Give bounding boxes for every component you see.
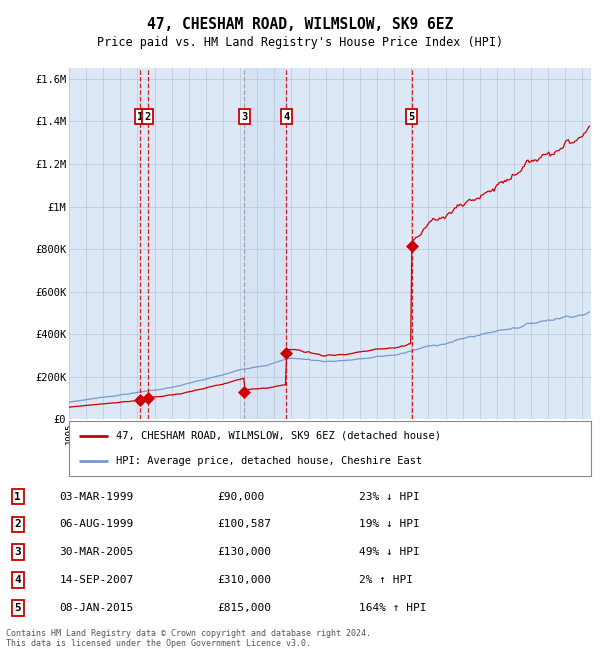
Text: 2% ↑ HPI: 2% ↑ HPI — [359, 575, 413, 585]
Text: 06-AUG-1999: 06-AUG-1999 — [59, 519, 134, 529]
Text: 47, CHESHAM ROAD, WILMSLOW, SK9 6EZ: 47, CHESHAM ROAD, WILMSLOW, SK9 6EZ — [147, 16, 453, 32]
Text: 1: 1 — [137, 112, 143, 122]
Text: 14-SEP-2007: 14-SEP-2007 — [59, 575, 134, 585]
Text: 3: 3 — [241, 112, 248, 122]
Text: 164% ↑ HPI: 164% ↑ HPI — [359, 603, 427, 613]
Text: 47, CHESHAM ROAD, WILMSLOW, SK9 6EZ (detached house): 47, CHESHAM ROAD, WILMSLOW, SK9 6EZ (det… — [116, 431, 441, 441]
Text: 1: 1 — [14, 491, 21, 502]
Text: 4: 4 — [283, 112, 289, 122]
Text: 23% ↓ HPI: 23% ↓ HPI — [359, 491, 420, 502]
Text: £100,587: £100,587 — [217, 519, 271, 529]
Text: This data is licensed under the Open Government Licence v3.0.: This data is licensed under the Open Gov… — [6, 639, 311, 648]
Text: 2: 2 — [14, 519, 21, 529]
Text: £310,000: £310,000 — [217, 575, 271, 585]
Text: 03-MAR-1999: 03-MAR-1999 — [59, 491, 134, 502]
Text: 08-JAN-2015: 08-JAN-2015 — [59, 603, 134, 613]
Text: £815,000: £815,000 — [217, 603, 271, 613]
Text: 19% ↓ HPI: 19% ↓ HPI — [359, 519, 420, 529]
Text: 5: 5 — [409, 112, 415, 122]
Text: HPI: Average price, detached house, Cheshire East: HPI: Average price, detached house, Ches… — [116, 456, 422, 466]
Text: 30-MAR-2005: 30-MAR-2005 — [59, 547, 134, 557]
Text: £130,000: £130,000 — [217, 547, 271, 557]
Text: Contains HM Land Registry data © Crown copyright and database right 2024.: Contains HM Land Registry data © Crown c… — [6, 629, 371, 638]
Text: 4: 4 — [14, 575, 21, 585]
Text: 2: 2 — [145, 112, 151, 122]
Text: 3: 3 — [14, 547, 21, 557]
Text: £90,000: £90,000 — [217, 491, 264, 502]
Text: 5: 5 — [14, 603, 21, 613]
Text: 49% ↓ HPI: 49% ↓ HPI — [359, 547, 420, 557]
Text: Price paid vs. HM Land Registry's House Price Index (HPI): Price paid vs. HM Land Registry's House … — [97, 36, 503, 49]
Bar — [244, 68, 286, 419]
